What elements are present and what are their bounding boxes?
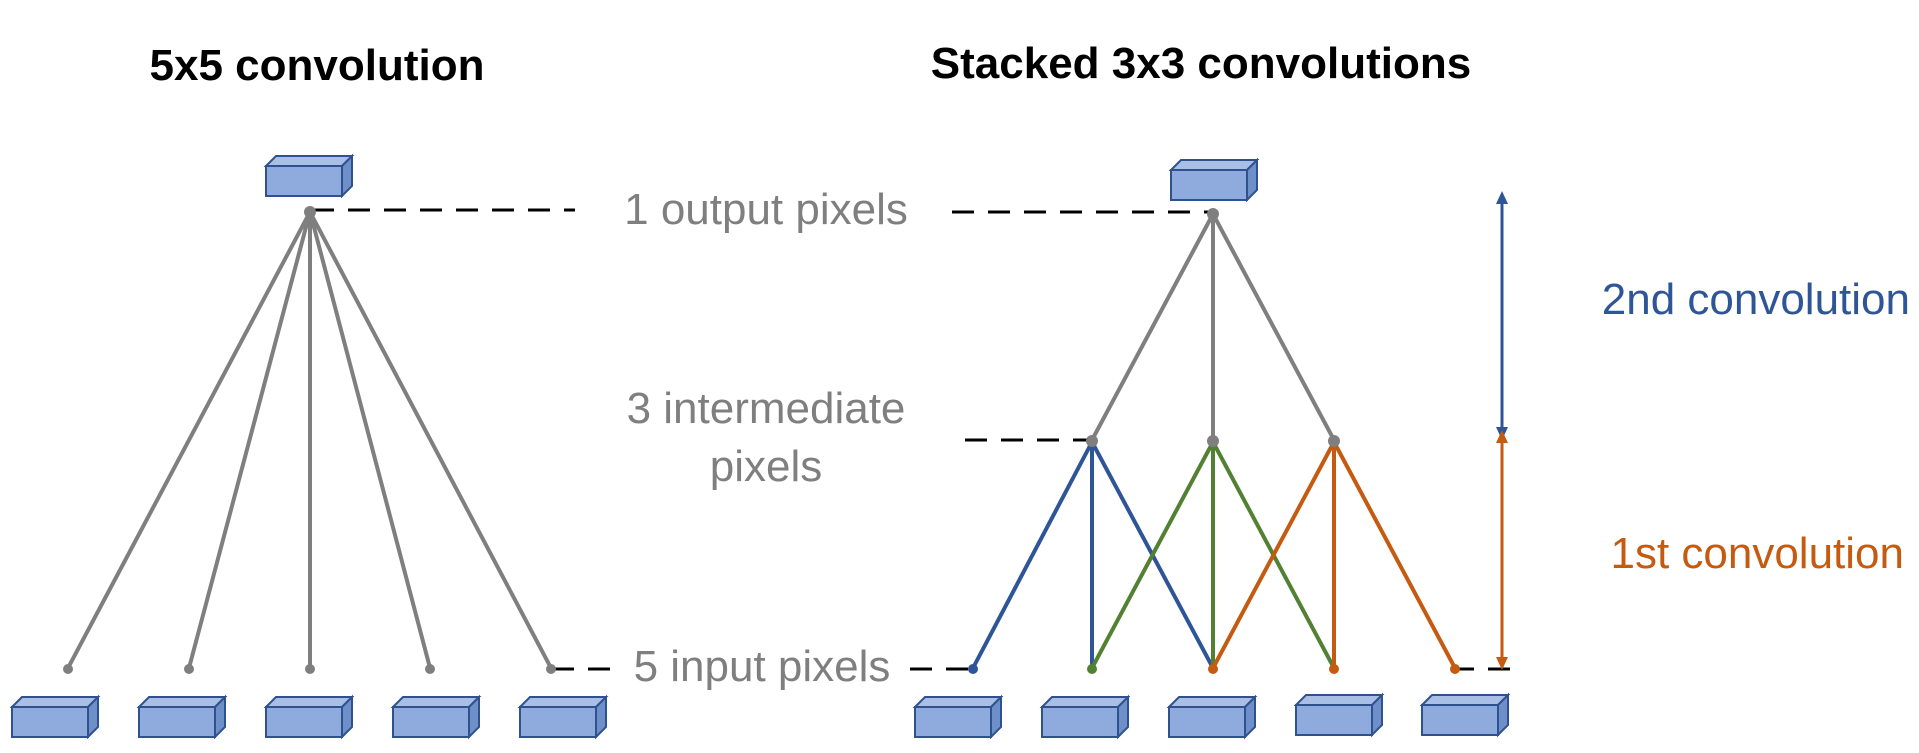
first-conv-span-arrow: [1496, 430, 1508, 670]
left-input-pixel-box-4: [392, 696, 480, 738]
dashed-leaders: [312, 208, 1512, 671]
second-conv-span-arrow: [1496, 191, 1508, 440]
input-pixels-label: 5 input pixels: [634, 642, 891, 691]
blue-line-1: [971, 440, 1094, 670]
orange-line-3: [1332, 440, 1457, 670]
green-line-1: [1090, 440, 1215, 670]
right-input-pixel-box-1: [914, 696, 1002, 738]
right-input-boxes: [914, 694, 1509, 738]
node-dots: [63, 206, 1460, 674]
left-line-5: [308, 210, 553, 670]
left-input-node-3: [305, 664, 315, 674]
left-input-pixel-box-1: [11, 696, 99, 738]
left-line-4: [308, 210, 432, 670]
second-conv-lines: [1090, 212, 1336, 442]
left-output-node: [304, 206, 316, 218]
intermediate-node-3: [1328, 435, 1340, 447]
first-convolution-label: 1st convolution: [1610, 529, 1904, 578]
left-input-node-4: [425, 664, 435, 674]
orange-arrowhead-down: [1496, 657, 1508, 670]
intermediate-node-1: [1086, 435, 1098, 447]
second-convolution-label: 2nd convolution: [1602, 275, 1910, 324]
right-input-pixel-box-3: [1168, 696, 1256, 738]
right-input-node-3: [1208, 664, 1218, 674]
left-input-pixel-box-5: [519, 696, 607, 738]
left-input-node-5: [546, 664, 556, 674]
left-output-box-group: [265, 155, 353, 197]
right-output-pixel-box: [1170, 159, 1258, 201]
title-stacked-3x3: Stacked 3x3 convolutions: [931, 39, 1471, 88]
left-input-node-2: [184, 664, 194, 674]
left-input-node-1: [63, 664, 73, 674]
blue-conv-lines: [971, 440, 1215, 670]
right-input-node-5: [1450, 664, 1460, 674]
green-conv-lines: [1090, 440, 1336, 670]
right-output-box-group: [1170, 159, 1258, 201]
right-output-node: [1207, 208, 1219, 220]
orange-line-1: [1211, 440, 1336, 670]
left-line-2: [187, 210, 312, 670]
left-input-pixel-box-3: [265, 696, 353, 738]
right-input-pixel-box-5: [1421, 694, 1509, 736]
right-input-pixel-box-2: [1041, 696, 1129, 738]
right-input-node-4: [1329, 664, 1339, 674]
intermediate-pixels-label-line2: pixels: [710, 442, 823, 491]
left-input-boxes: [11, 696, 607, 738]
right-input-node-2: [1087, 664, 1097, 674]
orange-conv-lines: [1211, 440, 1457, 670]
left-output-pixel-box: [265, 155, 353, 197]
intermediate-pixels-label-line1: 3 intermediate: [627, 384, 906, 433]
gray-line-left: [1090, 212, 1215, 442]
right-input-pixel-box-4: [1295, 694, 1383, 736]
left-input-pixel-box-2: [138, 696, 226, 738]
blue-arrowhead-up: [1496, 191, 1508, 204]
gray-line-right: [1211, 212, 1336, 442]
right-input-node-1: [968, 664, 978, 674]
output-pixels-label: 1 output pixels: [624, 185, 908, 234]
title-5x5: 5x5 convolution: [150, 41, 485, 90]
intermediate-node-2: [1207, 435, 1219, 447]
left-line-1: [66, 210, 312, 670]
left-connection-lines: [66, 210, 553, 670]
orange-arrowhead-up: [1496, 430, 1508, 443]
